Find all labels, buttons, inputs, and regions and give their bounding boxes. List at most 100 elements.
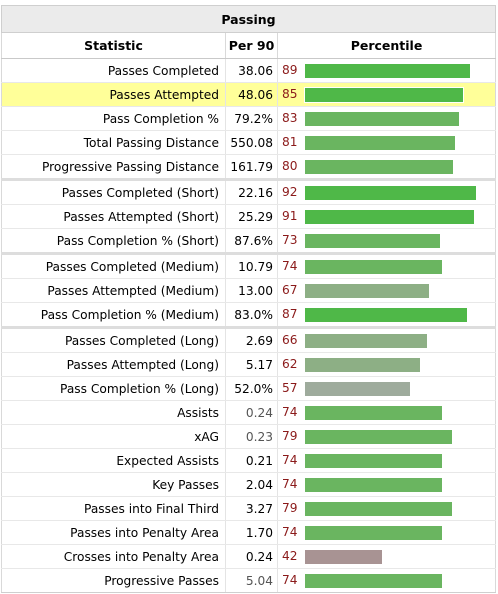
statistic-name: Expected Assists [1,448,226,473]
statistic-name: Assists [1,400,226,425]
per90-value: 48.06 [225,82,278,107]
per90-value: 0.23 [225,424,278,449]
percentile-value: 85 [282,87,298,101]
percentile-value: 67 [282,283,298,297]
table-row[interactable]: xAG 0.23 79 [1,424,496,449]
percentile-value: 73 [282,233,298,247]
table-row[interactable]: Passes into Penalty Area 1.70 74 [1,520,496,545]
table-row[interactable]: Progressive Passing Distance 161.79 80 [1,154,496,180]
percentile-cell: 91 [277,204,496,229]
per90-value: 0.21 [225,448,278,473]
percentile-bar [304,185,477,201]
per90-value: 3.27 [225,496,278,521]
percentile-bar [304,135,456,151]
percentile-cell: 74 [277,400,496,425]
percentile-bar [304,111,460,127]
percentile-bar [304,307,468,323]
percentile-cell: 87 [277,302,496,328]
percentile-bar [304,333,428,349]
statistic-name: Passes Completed (Medium) [1,252,226,279]
table-row[interactable]: Passes Completed (Short) 22.16 92 [1,178,496,205]
passing-stats-table-container: Passing Statistic Per 90 Percentile Pass… [1,5,496,593]
statistic-name: Passes into Final Third [1,496,226,521]
table-row[interactable]: Crosses into Penalty Area 0.24 42 [1,544,496,569]
percentile-cell: 62 [277,352,496,377]
percentile-value: 89 [282,63,298,77]
percentile-cell: 74 [277,568,496,593]
percentile-bar [304,525,443,541]
statistic-name: Passes into Penalty Area [1,520,226,545]
percentile-bar [304,477,443,493]
column-header-percentile[interactable]: Percentile [277,32,496,59]
percentile-bar [304,501,453,517]
percentile-cell: 83 [277,106,496,131]
percentile-cell: 42 [277,544,496,569]
statistic-name: Progressive Passing Distance [1,154,226,180]
table-row[interactable]: Expected Assists 0.21 74 [1,448,496,473]
percentile-bar [304,381,411,397]
column-header-per90[interactable]: Per 90 [225,32,278,59]
table-row[interactable]: Passes Attempted (Medium) 13.00 67 [1,278,496,303]
percentile-bar [304,283,430,299]
table-row[interactable]: Progressive Passes 5.04 74 [1,568,496,593]
percentile-bar [304,209,475,225]
percentile-cell: 85 [277,82,496,107]
table-row[interactable]: Passes Completed (Long) 2.69 66 [1,326,496,353]
table-title: Passing [1,5,496,33]
percentile-value: 81 [282,135,298,149]
percentile-value: 74 [282,525,298,539]
statistic-name: Passes Attempted (Short) [1,204,226,229]
column-header-statistic[interactable]: Statistic [1,32,226,59]
statistic-name: xAG [1,424,226,449]
table-row[interactable]: Passes Attempted 48.06 85 [1,82,496,107]
per90-value: 1.70 [225,520,278,545]
percentile-bar [304,233,441,249]
statistic-name: Passes Completed (Long) [1,326,226,353]
statistic-name: Passes Attempted [1,82,226,107]
table-row[interactable]: Passes into Final Third 3.27 79 [1,496,496,521]
percentile-bar [304,549,383,565]
table-row[interactable]: Passes Attempted (Long) 5.17 62 [1,352,496,377]
percentile-bar [304,573,443,589]
table-row[interactable]: Passes Completed (Medium) 10.79 74 [1,252,496,279]
table-row[interactable]: Pass Completion % (Medium) 83.0% 87 [1,302,496,328]
percentile-bar [304,159,454,175]
statistic-name: Pass Completion % [1,106,226,131]
percentile-value: 91 [282,209,298,223]
table-row[interactable]: Key Passes 2.04 74 [1,472,496,497]
percentile-value: 57 [282,381,298,395]
percentile-cell: 74 [277,520,496,545]
percentile-bar [304,357,421,373]
percentile-cell: 74 [277,448,496,473]
table-row[interactable]: Passes Attempted (Short) 25.29 91 [1,204,496,229]
table-row[interactable]: Assists 0.24 74 [1,400,496,425]
per90-value: 2.04 [225,472,278,497]
percentile-bar [304,453,443,469]
percentile-cell: 67 [277,278,496,303]
percentile-bar [304,87,464,103]
percentile-bar [304,63,471,79]
per90-value: 161.79 [225,154,278,180]
percentile-value: 66 [282,333,298,347]
statistic-name: Key Passes [1,472,226,497]
table-row[interactable]: Total Passing Distance 550.08 81 [1,130,496,155]
table-row[interactable]: Pass Completion % (Long) 52.0% 57 [1,376,496,401]
statistic-name: Passes Attempted (Medium) [1,278,226,303]
percentile-value: 80 [282,159,298,173]
percentile-bar [304,259,443,275]
percentile-value: 74 [282,259,298,273]
per90-value: 52.0% [225,376,278,401]
percentile-value: 79 [282,429,298,443]
percentile-value: 87 [282,307,298,321]
percentile-value: 74 [282,477,298,491]
percentile-value: 74 [282,405,298,419]
percentile-value: 74 [282,453,298,467]
statistic-name: Passes Completed [1,58,226,83]
table-row[interactable]: Pass Completion % 79.2% 83 [1,106,496,131]
statistic-name: Passes Completed (Short) [1,178,226,205]
percentile-value: 42 [282,549,298,563]
percentile-cell: 80 [277,154,496,180]
table-row[interactable]: Passes Completed 38.06 89 [1,58,496,83]
percentile-value: 62 [282,357,298,371]
table-row[interactable]: Pass Completion % (Short) 87.6% 73 [1,228,496,254]
